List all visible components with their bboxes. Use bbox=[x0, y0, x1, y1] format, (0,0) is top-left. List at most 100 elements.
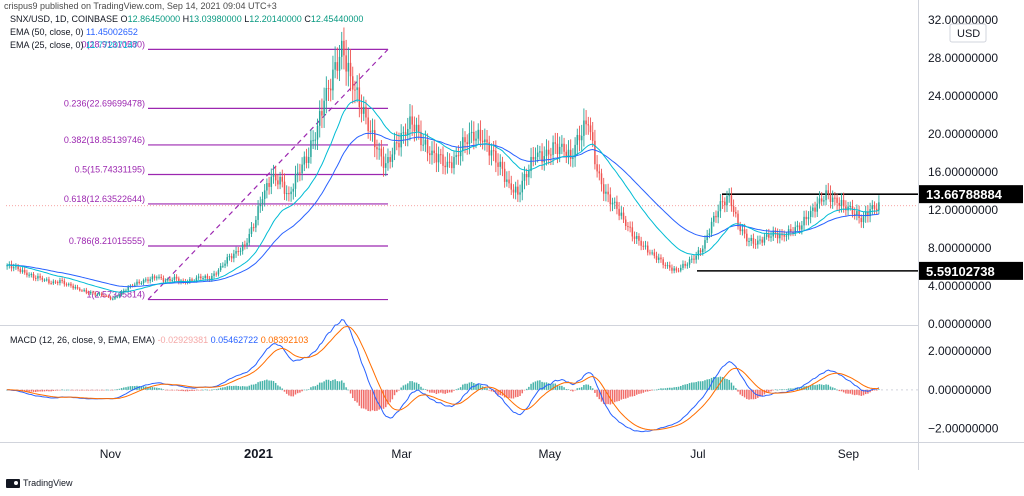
ohlc-high-label: H bbox=[182, 14, 190, 24]
candle-body bbox=[858, 211, 860, 219]
candle-body bbox=[175, 276, 178, 279]
candle-body bbox=[765, 234, 768, 237]
macd-histogram-bar bbox=[81, 389, 83, 391]
candle-body bbox=[629, 226, 631, 228]
candle-body bbox=[145, 279, 147, 281]
candle-body bbox=[602, 184, 605, 194]
candle-body bbox=[680, 267, 682, 271]
macd-histogram-bar bbox=[875, 389, 878, 391]
candle-body bbox=[109, 297, 112, 300]
candle-body bbox=[611, 202, 614, 205]
macd-histogram-bar bbox=[98, 389, 101, 391]
candle-body bbox=[662, 259, 664, 265]
candle-body bbox=[607, 191, 609, 195]
macd-histogram-bar bbox=[768, 389, 770, 393]
macd-histogram-bar bbox=[123, 387, 125, 390]
macd-histogram-bar bbox=[437, 389, 440, 394]
candle-body bbox=[706, 235, 708, 241]
macd-histogram-bar bbox=[173, 389, 176, 391]
candle-body bbox=[380, 148, 383, 157]
macd-histogram-bar bbox=[202, 389, 204, 391]
macd-histogram-bar bbox=[792, 388, 794, 390]
candle-body bbox=[550, 154, 552, 156]
macd-histogram-bar bbox=[325, 379, 328, 390]
candle-body bbox=[52, 281, 55, 284]
macd-histogram-bar bbox=[613, 389, 616, 403]
macd-histogram-bar bbox=[407, 383, 409, 390]
price-axis-tick: 20.00000000 bbox=[928, 127, 998, 141]
candle-body bbox=[477, 129, 479, 139]
price-axis-tick: 16.00000000 bbox=[928, 165, 998, 179]
candle-body bbox=[490, 150, 493, 156]
macd-histogram-bar bbox=[431, 389, 433, 393]
price-axis-tick: 0.00000000 bbox=[928, 317, 992, 331]
macd-histogram-bar bbox=[649, 389, 651, 392]
candle-body bbox=[834, 197, 836, 199]
candle-body bbox=[389, 157, 391, 162]
macd-histogram-bar bbox=[239, 386, 242, 390]
candle-body bbox=[338, 56, 341, 71]
macd-histogram-bar bbox=[195, 389, 198, 391]
macd-histogram-bar bbox=[424, 389, 427, 390]
candle-body bbox=[545, 149, 548, 157]
macd-histogram-bar bbox=[642, 389, 645, 393]
candle-body bbox=[197, 276, 200, 278]
macd-histogram-bar bbox=[541, 381, 543, 390]
candle-body bbox=[574, 144, 576, 158]
macd-histogram-bar bbox=[321, 382, 323, 390]
candle-body bbox=[312, 140, 314, 142]
macd-histogram-bar bbox=[169, 389, 171, 391]
macd-histogram-bar bbox=[182, 389, 184, 392]
candle-body bbox=[763, 236, 766, 243]
macd-histogram-bar bbox=[536, 380, 539, 390]
macd-histogram-bar bbox=[204, 389, 206, 391]
macd-signal-line bbox=[7, 326, 879, 431]
candle-body bbox=[351, 76, 354, 90]
macd-histogram-bar bbox=[627, 389, 629, 398]
macd-histogram-bar bbox=[440, 389, 442, 393]
macd-histogram-bar bbox=[878, 389, 880, 390]
macd-histogram-bar bbox=[63, 389, 66, 391]
candle-body bbox=[849, 205, 852, 207]
macd-histogram-bar bbox=[433, 389, 435, 393]
macd-histogram-bar bbox=[862, 389, 865, 396]
macd-histogram-bar bbox=[486, 388, 488, 390]
candle-body bbox=[446, 161, 449, 168]
macd-histogram-bar bbox=[310, 387, 312, 390]
macd-axis-tick: 2.00000000 bbox=[928, 344, 992, 358]
candle-body bbox=[149, 279, 151, 281]
candle-body bbox=[382, 156, 385, 168]
candle-body bbox=[294, 173, 297, 189]
macd-histogram-bar bbox=[836, 389, 838, 391]
macd-histogram-bar bbox=[134, 386, 136, 390]
candle-body bbox=[358, 87, 361, 108]
candle-body bbox=[669, 265, 671, 268]
macd-histogram-bar bbox=[296, 389, 299, 394]
price-axis-tick: 28.00000000 bbox=[928, 51, 998, 65]
candle-body bbox=[730, 195, 733, 207]
candle-body bbox=[695, 255, 697, 260]
candle-body bbox=[609, 194, 612, 205]
candle-body bbox=[299, 172, 301, 174]
macd-histogram-bar bbox=[684, 384, 686, 390]
candle-body bbox=[521, 180, 524, 193]
candle-body bbox=[277, 180, 279, 185]
candle-body bbox=[831, 197, 834, 202]
macd-histogram-bar bbox=[834, 388, 836, 390]
candle-body bbox=[688, 259, 691, 265]
candle-body bbox=[241, 244, 244, 251]
macd-histogram-bar bbox=[563, 387, 565, 390]
candle-body bbox=[702, 248, 704, 253]
candle-body bbox=[250, 227, 253, 234]
macd-histogram-bar bbox=[798, 387, 801, 390]
candle-body bbox=[563, 143, 565, 152]
macd-histogram-bar bbox=[87, 389, 90, 391]
macd-histogram-bar bbox=[702, 381, 704, 390]
candle-body bbox=[28, 274, 30, 276]
macd-histogram-bar bbox=[360, 389, 363, 409]
macd-histogram-bar bbox=[774, 389, 777, 391]
macd-histogram-bar bbox=[457, 388, 460, 390]
candle-body bbox=[613, 201, 616, 203]
macd-histogram-bar bbox=[114, 389, 116, 391]
